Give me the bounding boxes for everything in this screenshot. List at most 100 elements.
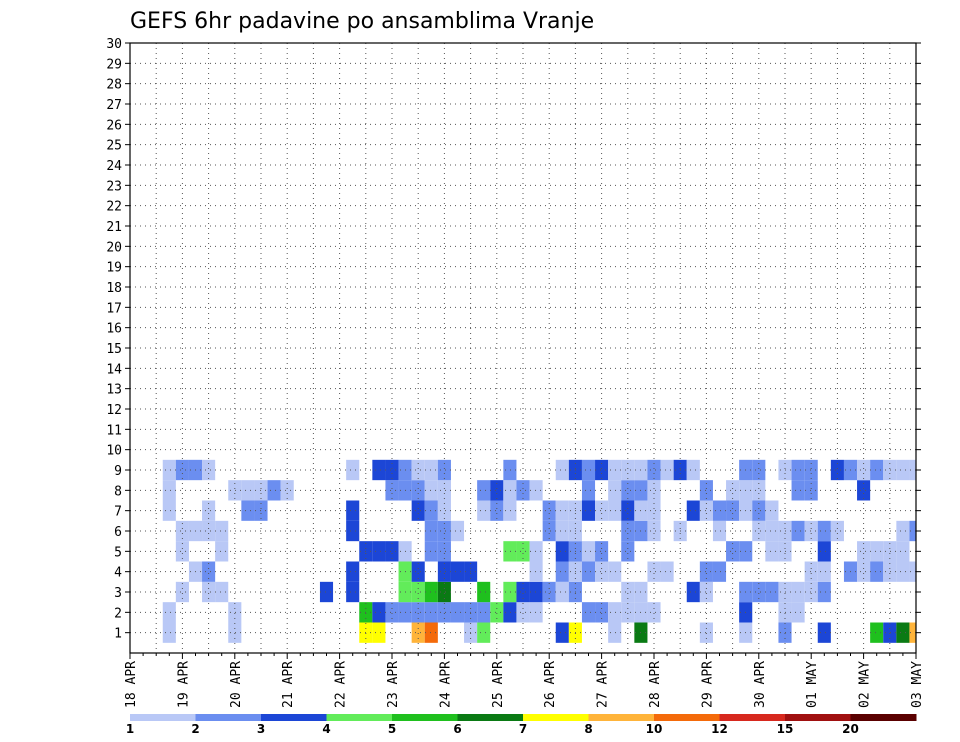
y-tick-label: 25	[106, 139, 122, 154]
heatmap-cell	[542, 520, 556, 542]
y-tick-label: 1	[114, 627, 122, 642]
heatmap-cell	[870, 459, 884, 481]
heatmap-cell	[581, 500, 596, 521]
y-axis: 1234567891011121314151617181920212223242…	[106, 37, 921, 642]
heatmap-cell	[555, 622, 569, 643]
heatmap-cell	[372, 602, 386, 623]
colorbar-label: 15	[777, 722, 794, 736]
heatmap-cell	[477, 581, 491, 603]
heatmap-cell	[857, 561, 871, 582]
heatmap-cell	[529, 581, 543, 603]
colorbar-label: 5	[388, 722, 396, 736]
heatmap-cell	[883, 459, 897, 481]
heatmap-cell	[202, 459, 216, 481]
heatmap-cell	[712, 520, 727, 542]
heatmap-cell	[202, 581, 216, 603]
heatmap-cell	[437, 480, 451, 501]
heatmap-cell	[621, 459, 635, 481]
heatmap-cell	[346, 520, 360, 542]
heatmap-cell	[581, 480, 596, 501]
heatmap-cell	[424, 500, 438, 521]
heatmap-cell	[228, 480, 242, 501]
heatmap-cell	[804, 561, 818, 582]
heatmap-cell	[595, 602, 609, 623]
heatmap-cell	[162, 602, 176, 623]
y-tick-label: 28	[106, 78, 122, 93]
heatmap-cell	[450, 602, 465, 623]
heatmap-cell	[791, 602, 805, 623]
heatmap-cell	[595, 561, 609, 582]
heatmap-cell	[608, 602, 622, 623]
y-tick-label: 27	[106, 98, 122, 113]
heatmap-cell	[411, 602, 425, 623]
heatmap-cell	[319, 581, 334, 603]
heatmap-cell	[608, 459, 622, 481]
colorbar-swatch	[130, 714, 196, 721]
heatmap-cell	[647, 459, 661, 481]
heatmap-cell	[437, 541, 451, 562]
heatmap-cell	[608, 622, 622, 643]
colorbar-label: 4	[322, 722, 330, 736]
heatmap-cell	[870, 561, 884, 582]
y-tick-label: 26	[106, 118, 122, 133]
heatmap-cell	[175, 520, 189, 542]
heatmap-cell	[437, 520, 451, 542]
heatmap-cell	[411, 500, 425, 521]
heatmap-cell	[175, 541, 189, 562]
heatmap-cell	[857, 480, 871, 501]
colorbar-swatch	[261, 714, 327, 721]
x-tick-label: 24 APR	[438, 661, 453, 708]
x-tick-label: 18 APR	[124, 661, 139, 708]
heatmap-cell	[752, 480, 766, 501]
heatmap-cell	[346, 459, 360, 481]
heatmap-cell	[542, 581, 556, 603]
y-tick-label: 11	[106, 423, 122, 438]
y-tick-label: 16	[106, 322, 122, 337]
heatmap-cell	[581, 561, 596, 582]
heatmap-cell	[477, 622, 491, 643]
heatmap-cell	[450, 520, 465, 542]
heatmap-cell	[529, 602, 543, 623]
heatmap-cell	[804, 520, 818, 542]
x-tick-label: 21 APR	[281, 661, 296, 708]
heatmap-cell	[660, 459, 674, 481]
heatmap-cell	[385, 602, 399, 623]
colorbar-swatch	[850, 714, 917, 721]
y-tick-label: 5	[114, 545, 122, 560]
heatmap-cell	[870, 541, 884, 562]
y-tick-label: 9	[114, 464, 122, 479]
y-tick-label: 10	[106, 444, 122, 459]
heatmap-cell	[372, 459, 386, 481]
heatmap-cell	[555, 561, 569, 582]
heatmap-cell	[529, 561, 543, 582]
y-tick-label: 14	[106, 362, 122, 377]
heatmap-cell	[555, 459, 569, 481]
colorbar-label: 10	[646, 722, 663, 736]
x-tick-label: 03 MAY	[910, 661, 925, 708]
heatmap-cell	[411, 622, 425, 643]
heatmap-cell	[424, 480, 438, 501]
colorbar-swatch	[523, 714, 589, 721]
heatmap-cell	[647, 561, 661, 582]
heatmap-cell	[621, 500, 635, 521]
heatmap-cell	[490, 602, 504, 623]
heatmap-cell	[346, 561, 360, 582]
colorbar-label: 12	[711, 722, 728, 736]
x-tick-label: 19 APR	[176, 661, 191, 708]
heatmap-cell	[202, 500, 216, 521]
heatmap-cell	[896, 541, 910, 562]
heatmap-cell	[411, 561, 425, 582]
heatmap-cell	[490, 500, 504, 521]
heatmap-cell	[830, 459, 844, 481]
colorbar-swatch	[195, 714, 262, 721]
heatmap-cell	[712, 500, 727, 521]
x-axis: 18 APR 19 APR 20 APR 21 APR 22 APR 23 APR 24 A…	[124, 653, 925, 708]
heatmap-cell	[817, 541, 831, 562]
heatmap-cell	[608, 500, 622, 521]
heatmap-cell	[241, 480, 255, 501]
x-tick-label: 20 APR	[229, 661, 244, 708]
heatmap-cell	[883, 561, 897, 582]
heatmap-cell	[660, 561, 674, 582]
heatmap-cell	[791, 581, 805, 603]
